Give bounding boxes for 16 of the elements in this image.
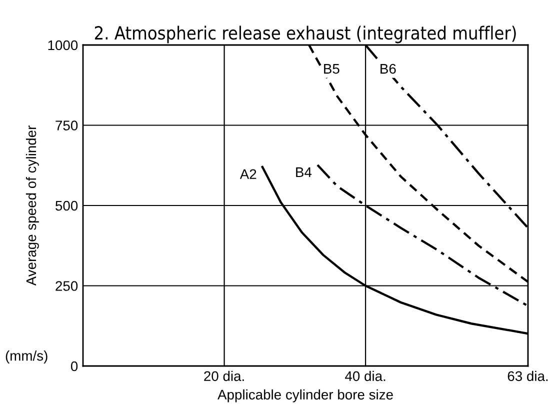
y-axis-title: Average speed of cylinder <box>26 126 39 286</box>
series-label: A2 <box>240 169 256 179</box>
series-label: B6 <box>380 64 396 74</box>
text: (mm/s) <box>6 350 48 364</box>
y-tick-label: 0 <box>70 361 78 372</box>
y-tick-label: 1000 <box>48 40 78 50</box>
y-tick-label: 750 <box>56 120 78 130</box>
x-tick-label: 63 dia. <box>508 370 548 382</box>
series-label: B5 <box>324 64 340 74</box>
chart-title: 2. Atmospheric release exhaust (integrated muffler) <box>94 26 516 44</box>
series-label: B4 <box>296 167 312 177</box>
y-tick-label: 500 <box>56 200 78 211</box>
x-tick-label: 40 dia. <box>345 370 386 382</box>
x-axis-title: Applicable cylinder bore size <box>218 389 393 402</box>
y-tick-label: 250 <box>56 281 78 291</box>
x-tick-label: 20 dia. <box>204 370 244 382</box>
